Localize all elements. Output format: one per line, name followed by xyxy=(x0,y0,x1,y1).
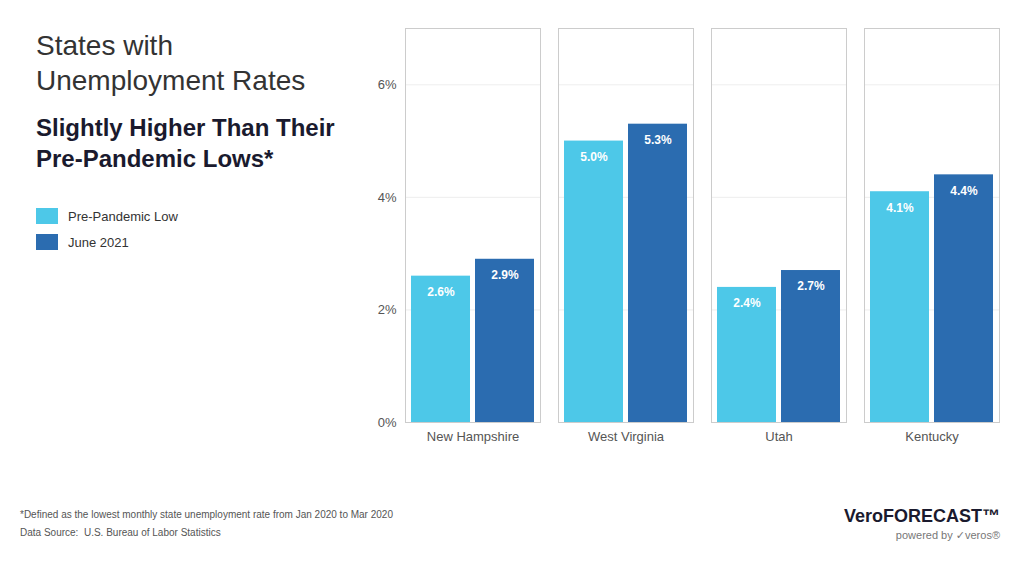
svg-text:4%: 4% xyxy=(378,190,397,205)
svg-text:West Virginia: West Virginia xyxy=(588,429,665,444)
svg-text:Utah: Utah xyxy=(765,429,792,444)
svg-text:4.4%: 4.4% xyxy=(950,184,978,198)
html-text:June 2021: June 2021 xyxy=(68,234,129,250)
html-text:Slightly Higher Than Their Pre: Slightly Higher Than Their Pre-Pandemic … xyxy=(36,114,335,173)
svg-text:2.4%: 2.4% xyxy=(733,296,761,310)
svg-text:4.1%: 4.1% xyxy=(886,201,914,215)
html-text:States with Unemployment Rates: States with Unemployment Rates xyxy=(36,30,306,96)
svg-text:6%: 6% xyxy=(378,77,397,92)
svg-text:0%: 0% xyxy=(378,415,397,430)
html-text:*Defined as the lowest monthly: *Defined as the lowest monthly state une… xyxy=(20,509,393,520)
html-text:Pre-Pandemic Low: Pre-Pandemic Low xyxy=(68,208,178,224)
svg-text:5.0%: 5.0% xyxy=(580,150,608,164)
html-text:powered by ✓veros®: powered by ✓veros® xyxy=(895,529,1000,541)
svg-text:2.9%: 2.9% xyxy=(491,268,519,282)
html-text:VeroFORECAST™: VeroFORECAST™ xyxy=(844,506,1000,526)
svg-text:New Hampshire: New Hampshire xyxy=(427,429,519,444)
svg-text:5.3%: 5.3% xyxy=(644,133,672,147)
svg-text:Kentucky: Kentucky xyxy=(905,429,959,444)
html-text:Data Source: U.S. Bureau of La: Data Source: U.S. Bureau of Labor Statis… xyxy=(20,527,221,538)
svg-text:2%: 2% xyxy=(378,302,397,317)
svg-text:2.7%: 2.7% xyxy=(797,279,825,293)
svg-text:2.6%: 2.6% xyxy=(427,285,455,299)
